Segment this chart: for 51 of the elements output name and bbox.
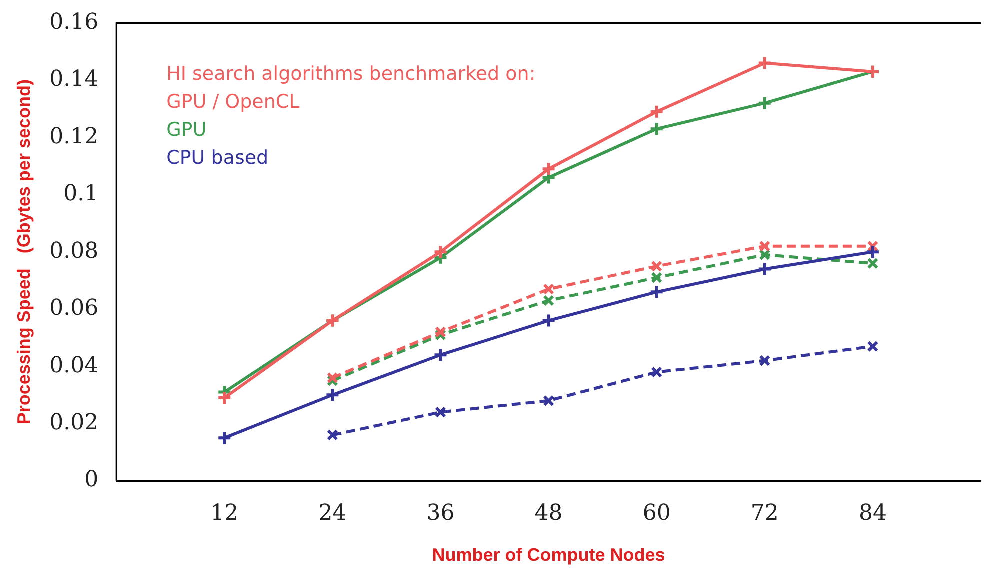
text: GPU / OpenCL bbox=[166, 91, 300, 114]
point bbox=[325, 388, 340, 403]
y-tick-label: 0.14 bbox=[50, 67, 99, 92]
point bbox=[217, 390, 232, 406]
point bbox=[759, 249, 771, 261]
y-axis-title: Processing Speed (Gbytes per second) bbox=[14, 80, 34, 425]
point bbox=[543, 395, 555, 407]
point bbox=[757, 56, 772, 71]
point bbox=[757, 96, 772, 111]
point bbox=[757, 262, 772, 277]
y-tick-label: 0.16 bbox=[50, 10, 99, 35]
point bbox=[326, 429, 338, 441]
point bbox=[651, 260, 663, 272]
y-tick-label: 0.1 bbox=[64, 182, 99, 207]
point bbox=[541, 162, 556, 177]
x-tick-label: 84 bbox=[858, 500, 887, 526]
point bbox=[649, 284, 664, 300]
y-tick-label: 0.12 bbox=[50, 124, 99, 150]
point bbox=[435, 406, 446, 418]
x-tick-label: 48 bbox=[534, 500, 563, 526]
x-tick-label: 60 bbox=[642, 500, 671, 526]
y-tick-label: 0.04 bbox=[50, 353, 99, 378]
x-tick-label: 36 bbox=[426, 500, 455, 526]
x-tick-label: 72 bbox=[750, 500, 779, 526]
point bbox=[326, 372, 338, 384]
y-tick-label: 0.08 bbox=[50, 238, 99, 264]
y-tick-label: 0.06 bbox=[50, 296, 99, 322]
text: GPU bbox=[166, 119, 207, 142]
text: CPU based bbox=[166, 147, 269, 170]
point bbox=[541, 313, 556, 328]
point bbox=[649, 122, 664, 137]
y-tick-label: 0 bbox=[84, 468, 99, 493]
point bbox=[865, 244, 880, 260]
point bbox=[543, 295, 555, 306]
point bbox=[651, 272, 663, 284]
point bbox=[649, 104, 664, 120]
point bbox=[543, 284, 555, 296]
point bbox=[217, 430, 232, 446]
y-tick-label: 0.02 bbox=[50, 410, 99, 436]
point bbox=[433, 244, 448, 260]
point bbox=[759, 355, 771, 367]
x-tick-label: 12 bbox=[210, 500, 239, 526]
point bbox=[433, 348, 448, 363]
x-axis-title: Number of Compute Nodes bbox=[432, 545, 666, 566]
point bbox=[867, 340, 879, 352]
point bbox=[867, 258, 879, 270]
point bbox=[759, 240, 771, 252]
point bbox=[651, 366, 663, 378]
legend-title: HI search algorithms benchmarked on: bbox=[166, 63, 536, 86]
point bbox=[435, 326, 446, 338]
x-tick-label: 24 bbox=[318, 500, 347, 526]
